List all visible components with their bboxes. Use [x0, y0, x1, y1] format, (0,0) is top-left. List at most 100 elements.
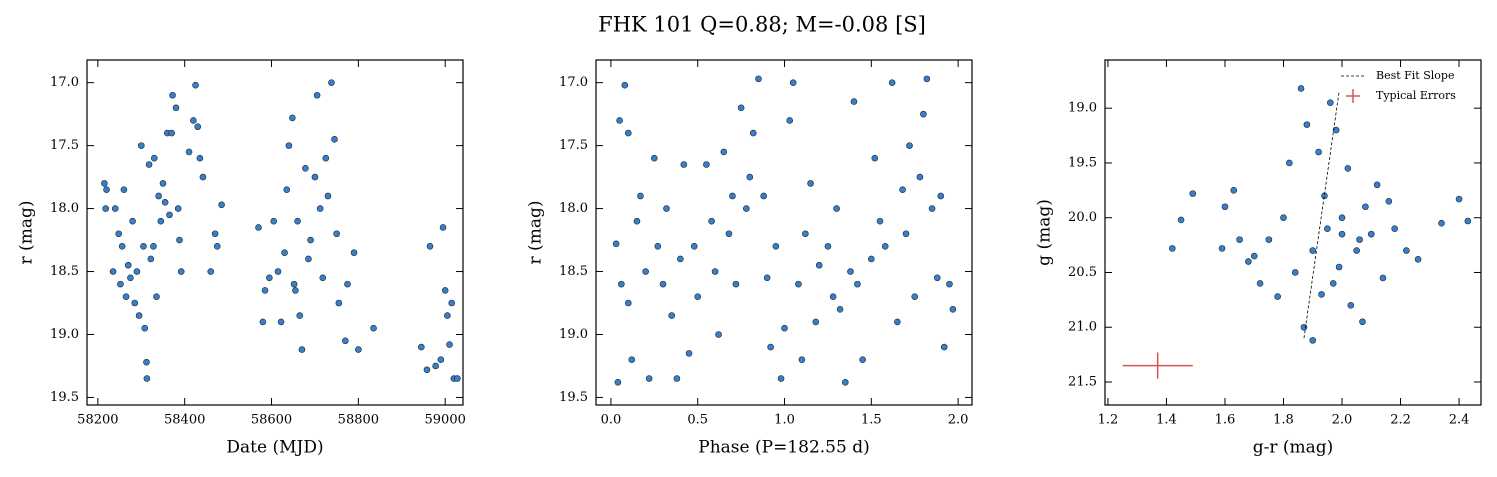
y-tick-label: 17.5 [50, 138, 79, 153]
data-point [624, 129, 632, 137]
y-tick-label: 21.5 [1068, 375, 1097, 390]
data-point [277, 318, 285, 326]
data-point [894, 318, 901, 326]
data-point [1297, 85, 1305, 92]
data-point [169, 91, 176, 99]
data-point [637, 192, 644, 200]
x-tick-label: 1.5 [861, 413, 882, 428]
x-tick-label: 58600 [251, 413, 292, 428]
x-tick-label: 1.2 [1098, 413, 1119, 428]
data-point [711, 268, 719, 275]
x-tick-label: 1.6 [1215, 413, 1236, 428]
data-point [1286, 159, 1293, 167]
data-point [102, 205, 109, 212]
data-point [185, 148, 193, 156]
data-point [708, 217, 715, 225]
data-point [621, 81, 629, 89]
data-point [888, 79, 896, 86]
data-point [881, 243, 889, 250]
data-point [720, 148, 728, 156]
data-point [281, 249, 288, 256]
data-point [311, 173, 319, 181]
data-point [289, 114, 296, 122]
data-point [1318, 291, 1325, 298]
data-point [1245, 258, 1252, 265]
y-axis-label: r (mag) [17, 201, 37, 265]
data-point [1315, 148, 1322, 156]
data-point [137, 142, 145, 149]
y-tick-label: 20.5 [1068, 265, 1097, 280]
data-point [628, 356, 636, 363]
data-point [161, 198, 169, 206]
data-point [725, 230, 733, 238]
data-point [322, 154, 330, 162]
data-point [767, 343, 774, 351]
x-tick-label: 2.2 [1390, 413, 1411, 428]
data-point [131, 299, 139, 307]
data-point [1347, 302, 1355, 309]
y-tick-label: 18.0 [50, 201, 79, 216]
data-point [916, 173, 924, 181]
data-point [117, 280, 124, 288]
data-point [176, 236, 183, 244]
data-point [812, 318, 820, 326]
data-point [651, 154, 658, 162]
data-point [432, 362, 439, 370]
data-point [370, 324, 377, 332]
x-tick-label: 58400 [164, 413, 205, 428]
y-tick-label: 18.0 [559, 201, 588, 216]
data-point [141, 324, 149, 332]
data-point [292, 287, 299, 294]
data-point [786, 117, 794, 124]
data-point [328, 79, 335, 86]
data-point [715, 331, 722, 338]
data-point [147, 255, 155, 263]
data-point [319, 274, 327, 282]
data-point [836, 306, 844, 313]
data-point [1385, 197, 1393, 205]
data-point [1291, 269, 1299, 276]
data-point [143, 358, 150, 366]
data-point [1230, 187, 1238, 194]
y-tick-label: 19.5 [1068, 155, 1097, 170]
data-point [1338, 230, 1346, 238]
x-tick-label: 58800 [338, 413, 379, 428]
data-point [172, 104, 180, 112]
data-point [732, 280, 740, 288]
data-point [663, 205, 670, 212]
data-point [1379, 274, 1387, 282]
data-point [207, 268, 215, 275]
x-axis-label: Phase (P=182.55 d) [698, 438, 869, 458]
data-point [743, 205, 750, 212]
data-point [261, 287, 269, 294]
x-axis-label: g-r (mag) [1253, 438, 1334, 458]
data-point [177, 268, 185, 275]
data-point [645, 375, 653, 382]
legend-label: Best Fit Slope [1376, 69, 1454, 82]
data-point [446, 341, 453, 348]
data-point [196, 154, 204, 162]
data-point [135, 312, 143, 319]
y-tick-label: 20.0 [1068, 210, 1097, 225]
data-point [868, 255, 875, 263]
data-point [1177, 216, 1185, 224]
data-point [174, 205, 182, 212]
data-point [298, 346, 306, 353]
data-point [1274, 293, 1281, 300]
data-point [192, 81, 199, 89]
data-point [854, 280, 861, 288]
panel: 0.0 0.5 1.0 1.5 2.0 17.0 17.5 18.0 18.5 19.0 19.5 P… [526, 59, 973, 458]
data-point [920, 110, 927, 118]
data-point [871, 154, 879, 162]
data-point [122, 293, 130, 301]
data-point [439, 224, 447, 231]
data-point [1391, 225, 1398, 232]
data-point [296, 312, 304, 319]
data-point [1280, 214, 1287, 222]
data-point [120, 186, 128, 193]
legend-label: Typical Errors [1376, 89, 1456, 102]
data-point [331, 136, 338, 143]
x-tick-label: 1.8 [1273, 413, 1294, 428]
y-axis-label: r (mag) [526, 201, 546, 265]
y-axis-label: g (mag) [1035, 199, 1055, 266]
